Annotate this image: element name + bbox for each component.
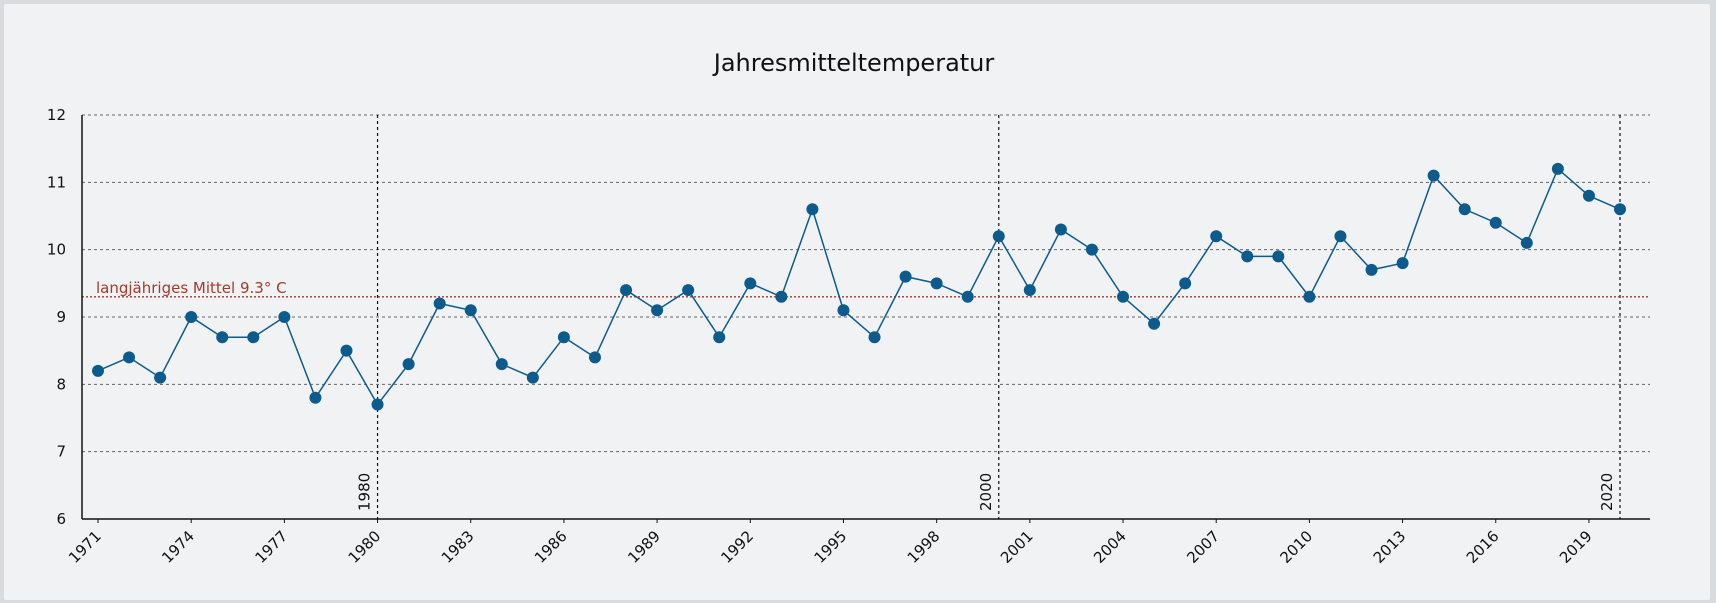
data-point <box>588 351 601 364</box>
chart-title: Jahresmitteltemperatur <box>712 49 995 77</box>
data-point <box>1614 203 1626 216</box>
data-point <box>682 284 695 297</box>
data-point <box>1396 257 1409 270</box>
data-point <box>1179 277 1192 290</box>
y-tick-label: 12 <box>47 106 66 124</box>
x-tick-label: 2001 <box>997 527 1037 567</box>
data-point <box>371 398 384 411</box>
data-point <box>1520 236 1533 249</box>
data-point <box>495 358 508 371</box>
data-point <box>1458 203 1471 216</box>
data-point <box>930 277 943 290</box>
x-tick-label: 1995 <box>811 527 851 567</box>
x-tick-label: 2004 <box>1090 527 1130 567</box>
data-point <box>154 371 167 384</box>
data-point <box>651 304 664 317</box>
x-tick-label: 2007 <box>1183 527 1223 567</box>
data-point <box>1303 290 1316 303</box>
data-point <box>899 270 912 283</box>
data-point <box>1365 263 1378 276</box>
series-layer <box>92 162 1626 411</box>
data-point <box>620 284 633 297</box>
data-point <box>433 297 446 310</box>
data-point <box>1023 284 1036 297</box>
data-point <box>868 331 881 344</box>
data-point <box>526 371 539 384</box>
x-tick-label: 1980 <box>345 527 385 567</box>
y-tick-label: 6 <box>56 510 66 528</box>
data-point <box>806 203 819 216</box>
y-tick-label: 9 <box>56 308 66 326</box>
data-point <box>1210 230 1223 243</box>
reference-line-label: langjähriges Mittel 9.3° C <box>96 279 287 297</box>
x-tick-label: 1974 <box>158 527 198 567</box>
data-point <box>1241 250 1254 263</box>
data-point <box>464 304 477 317</box>
data-point <box>278 311 291 323</box>
x-tick-label: 1992 <box>717 527 757 567</box>
chart-panel: Jahresmitteltemperatur 6 7 8 9 10 11 12 1971 19… <box>4 4 1710 600</box>
data-point <box>1117 290 1130 303</box>
data-point <box>123 351 136 364</box>
x-tick-label: 1989 <box>624 527 664 567</box>
x-tick-label: 2019 <box>1556 527 1596 567</box>
x-tick-label: 2010 <box>1276 527 1316 567</box>
data-point <box>247 331 260 344</box>
data-point <box>1489 216 1502 229</box>
y-tick-label: 10 <box>47 241 66 259</box>
y-tick-label: 11 <box>47 173 66 191</box>
vertical-marker-label: 2020 <box>1598 473 1616 511</box>
data-point <box>744 277 757 290</box>
data-point <box>961 290 974 303</box>
data-point <box>837 304 850 317</box>
x-tick-label: 2013 <box>1370 527 1410 567</box>
x-tick-label: 1983 <box>438 527 478 567</box>
data-point <box>1272 250 1285 263</box>
x-tick-label: 1998 <box>904 527 944 567</box>
data-point <box>775 290 788 303</box>
y-tick-label: 7 <box>56 443 66 461</box>
x-tick-label: 1977 <box>251 527 291 567</box>
x-tick-label: 2016 <box>1463 527 1503 567</box>
data-point <box>992 230 1005 243</box>
vertical-markers: 1980 2000 2020 <box>356 115 1621 519</box>
data-point <box>402 358 415 371</box>
data-point <box>1148 317 1161 330</box>
x-tick-label: 1986 <box>531 527 571 567</box>
data-point <box>185 311 198 323</box>
x-tick-labels: 1971 1974 1977 1980 1983 1986 1989 1992 1995 1998… <box>65 519 1596 567</box>
data-point <box>1582 189 1595 202</box>
y-tick-label: 8 <box>56 375 66 393</box>
data-point <box>92 364 104 377</box>
vertical-marker-label: 1980 <box>356 473 374 511</box>
data-point <box>1085 243 1098 256</box>
vertical-marker-label: 2000 <box>977 473 995 511</box>
data-point <box>557 331 570 344</box>
y-tick-labels: 6 7 8 9 10 11 12 <box>47 106 66 528</box>
data-point <box>1551 162 1564 175</box>
data-point <box>1427 169 1440 182</box>
data-point <box>1334 230 1347 243</box>
reference-line-group: langjähriges Mittel 9.3° C <box>82 279 1650 298</box>
data-point <box>340 344 353 357</box>
data-point <box>216 331 229 344</box>
data-point <box>309 391 322 404</box>
data-point <box>1054 223 1067 236</box>
series-line <box>97 167 1621 406</box>
x-tick-label: 1971 <box>65 527 105 567</box>
data-point <box>713 331 726 344</box>
